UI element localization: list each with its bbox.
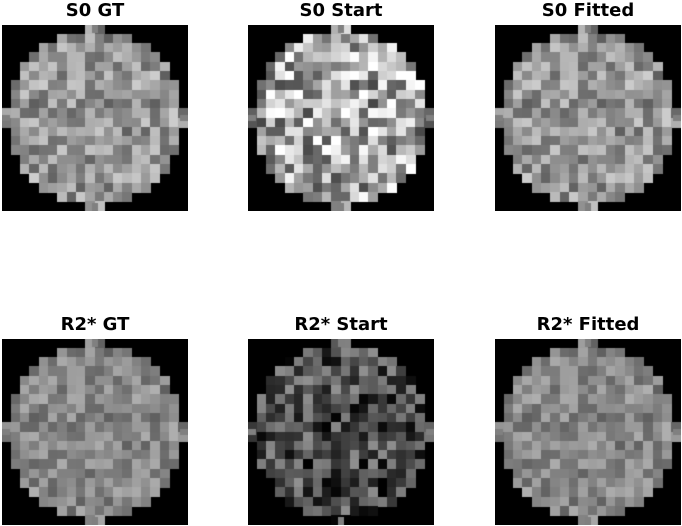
parameter-map-image: [2, 25, 188, 211]
panel-title: S0 Start: [299, 0, 383, 21]
panel-title: R2* Start: [294, 314, 388, 335]
parameter-map-image: [248, 339, 434, 525]
parameter-map-image: [248, 25, 434, 211]
panel-title: R2* Fitted: [536, 314, 640, 335]
parameter-map-image: [495, 339, 681, 525]
panel-title: S0 GT: [65, 0, 125, 21]
panel-title: R2* GT: [60, 314, 130, 335]
parameter-map-image: [495, 25, 681, 211]
parameter-map-image: [2, 339, 188, 525]
panel-title: S0 Fitted: [541, 0, 635, 21]
